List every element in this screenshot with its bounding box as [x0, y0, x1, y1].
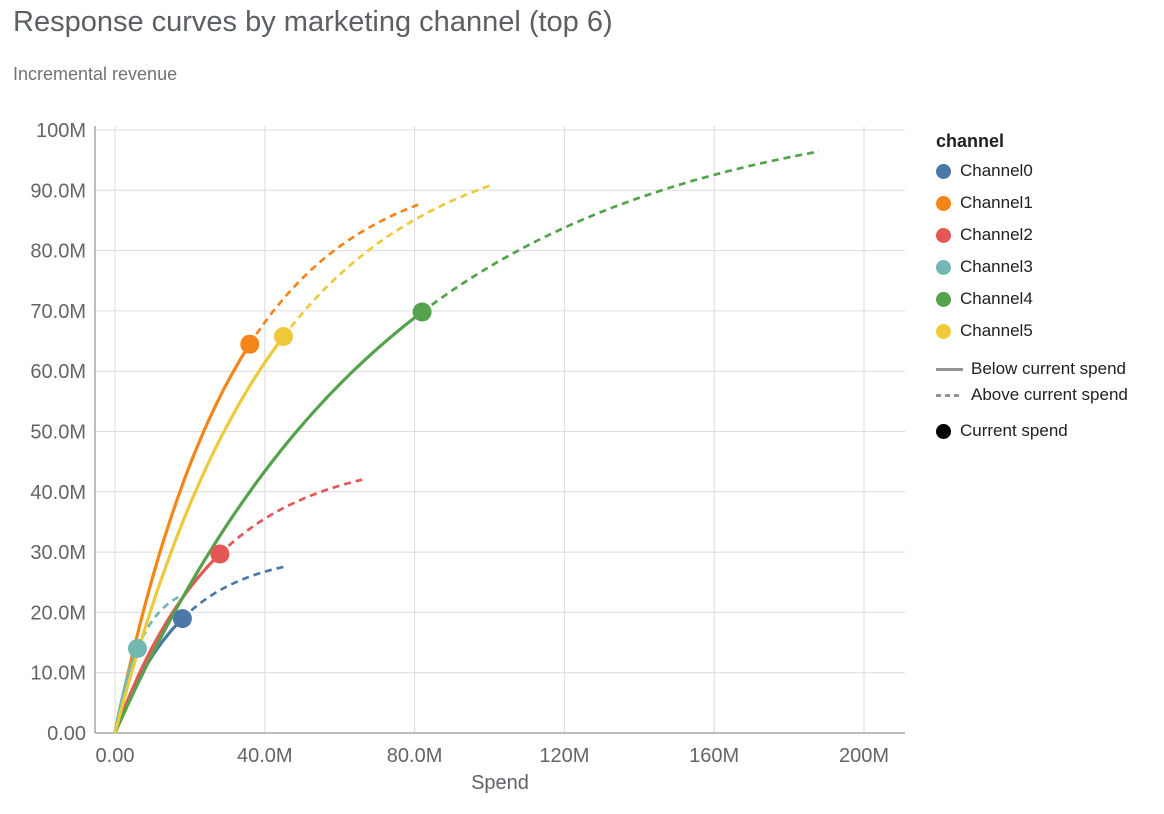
curve-solid-channel2 [113, 552, 222, 734]
current-spend-dot-channel0 [172, 609, 192, 629]
y-tick-label: 10.0M [30, 663, 86, 685]
x-tick-label: 80.0M [387, 745, 443, 767]
x-tick-label: 40.0M [237, 745, 293, 767]
current-spend-dot-channel5 [274, 327, 293, 346]
y-tick-label: 20.0M [30, 602, 86, 624]
curve-solid-channel5 [113, 335, 285, 734]
curve-solid-channel0 [113, 617, 184, 734]
legend-item-channel4: Channel4 [936, 288, 1128, 310]
curve-dashed-channel4 [421, 150, 820, 314]
curve-solid-channel4 [113, 310, 424, 734]
legend-label-channel3: Channel3 [960, 257, 1033, 276]
legend-title: channel [936, 131, 1005, 151]
dashed-line-swatch [936, 393, 963, 397]
legend-item-channel3: Channel3 [936, 256, 1128, 278]
y-tick-label: 70.0M [30, 301, 86, 323]
y-tick-label: 80.0M [30, 241, 86, 263]
legend-item-above-current-spend: Above current spend [936, 384, 1128, 406]
legend-label-channel2: Channel2 [960, 225, 1033, 244]
x-tick-label: 0.00 [96, 745, 135, 767]
y-tick-label: 60.0M [30, 361, 86, 383]
y-tick-label: 0.00 [47, 723, 86, 745]
legend-item-current-spend: Current spend [936, 420, 1128, 442]
channel5-color-swatch [936, 323, 951, 339]
legend-item-channel1: Channel1 [936, 192, 1128, 214]
current-spend-dot-channel3 [128, 639, 147, 658]
legend: channel Channel0 Channel1 Channel2 Chann… [936, 130, 1128, 452]
legend-item-channel0: Channel0 [936, 160, 1128, 182]
channel0-color-swatch [936, 163, 951, 179]
legend-item-below-current-spend: Below current spend [936, 358, 1128, 380]
curve-dashed-channel5 [282, 184, 490, 338]
channel2-color-swatch [936, 227, 951, 243]
legend-item-channel2: Channel2 [936, 224, 1128, 246]
legend-line-styles: Below current spend Above current spend [936, 358, 1128, 406]
y-tick-label: 100M [36, 120, 86, 142]
chart-title: Response curves by marketing channel (to… [13, 6, 613, 38]
channel4-color-swatch [936, 291, 951, 307]
current-spend-dot-channel2 [210, 544, 230, 564]
curve-dashed-channel0 [181, 564, 288, 620]
y-tick-label: 90.0M [30, 180, 86, 202]
legend-label-channel1: Channel1 [960, 193, 1033, 212]
current-spend-dot-channel1 [240, 334, 260, 354]
curve-dashed-channel1 [248, 203, 419, 345]
legend-label-channel0: Channel0 [960, 161, 1033, 180]
legend-label-current-spend: Current spend [960, 421, 1068, 440]
curve-solid-channel1 [113, 343, 252, 734]
legend-label-below-current-spend: Below current spend [971, 359, 1126, 378]
legend-item-channel5: Channel5 [936, 320, 1128, 342]
current-spend-dot-channel4 [412, 302, 432, 322]
x-tick-label: 200M [839, 745, 889, 767]
current-spend-dot-swatch [936, 423, 951, 439]
x-tick-label: 120M [539, 745, 589, 767]
y-tick-label: 50.0M [30, 422, 86, 444]
y-tick-label: 30.0M [30, 542, 86, 564]
legend-label-channel5: Channel5 [960, 321, 1033, 340]
channel1-color-swatch [936, 195, 951, 211]
curve-dashed-channel2 [218, 478, 363, 555]
y-axis-title: Incremental revenue [13, 64, 178, 84]
legend-label-channel4: Channel4 [960, 289, 1033, 308]
y-tick-label: 40.0M [30, 482, 86, 504]
x-axis-title: Spend [471, 772, 529, 794]
legend-label-above-current-spend: Above current spend [971, 385, 1128, 404]
x-tick-label: 160M [689, 745, 739, 767]
solid-line-swatch [936, 367, 963, 371]
channel3-color-swatch [936, 259, 951, 275]
